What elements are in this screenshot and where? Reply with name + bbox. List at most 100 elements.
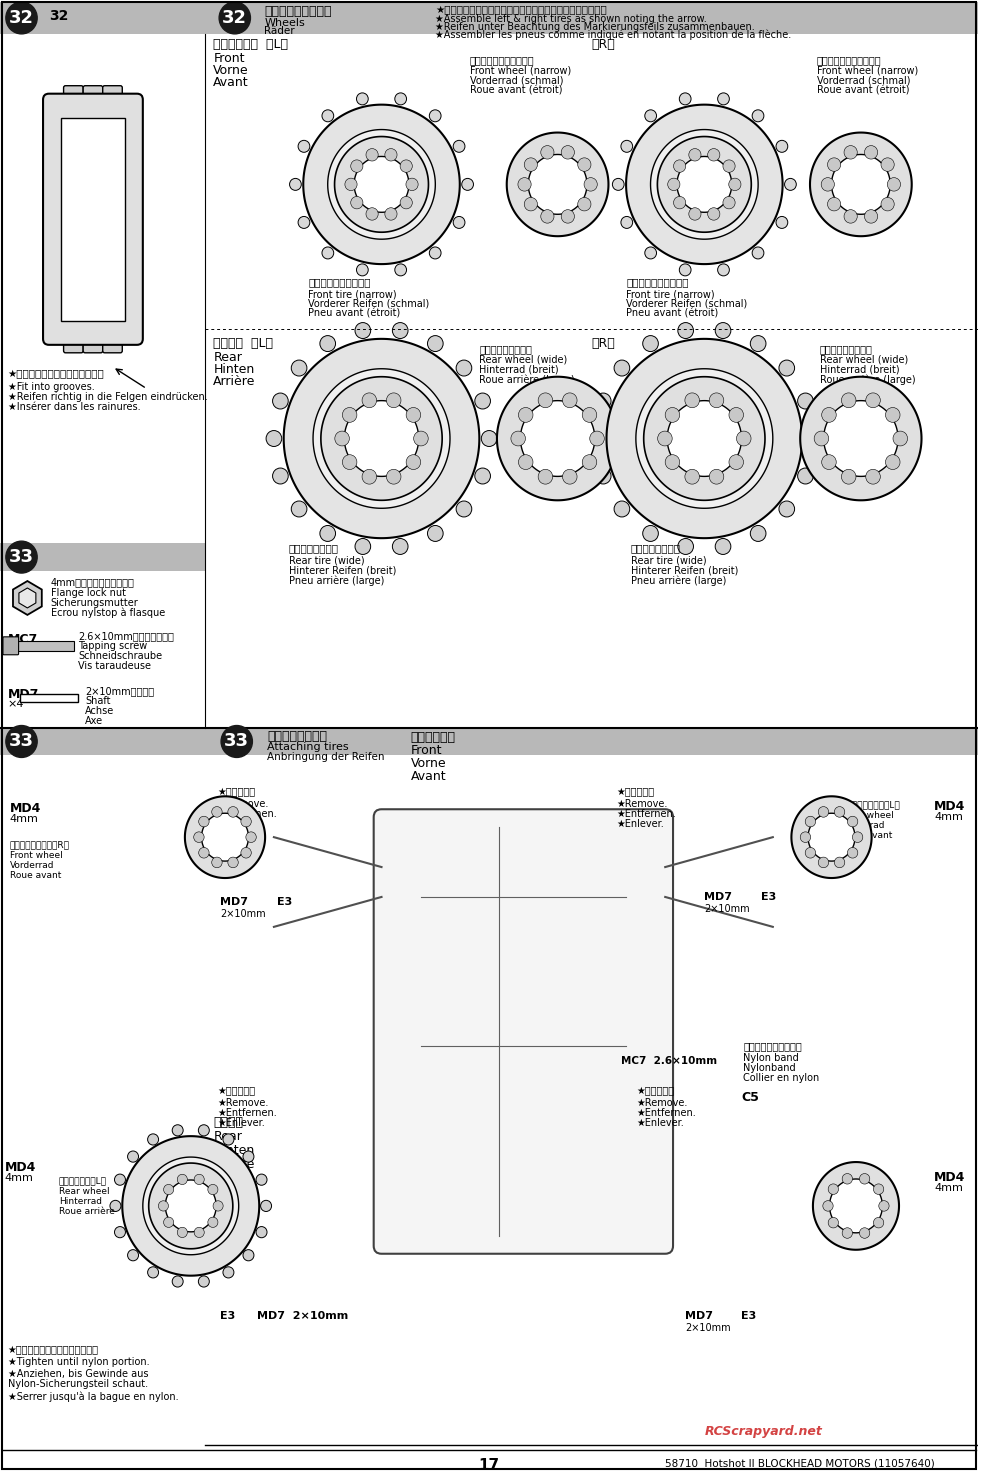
Polygon shape — [313, 369, 450, 508]
Circle shape — [475, 393, 490, 409]
Text: 《R》: 《R》 — [592, 38, 616, 50]
Polygon shape — [344, 400, 419, 477]
Circle shape — [538, 393, 553, 407]
Circle shape — [266, 431, 282, 446]
Text: フロントホイール《R》: フロントホイール《R》 — [10, 840, 70, 849]
Polygon shape — [657, 137, 751, 232]
Text: Roue arrière (large): Roue arrière (large) — [479, 375, 575, 385]
Text: Rear tire (wide): Rear tire (wide) — [631, 555, 707, 565]
Circle shape — [842, 1173, 852, 1184]
Polygon shape — [830, 1179, 882, 1232]
Polygon shape — [321, 376, 442, 500]
Text: MD4: MD4 — [5, 1162, 36, 1173]
Text: ★Remove.: ★Remove. — [217, 1098, 269, 1108]
Circle shape — [429, 109, 441, 123]
Text: E3: E3 — [761, 892, 776, 902]
Circle shape — [541, 210, 554, 223]
Text: ★取り外す。: ★取り外す。 — [217, 1086, 255, 1097]
Text: Roue avant (étroit): Roue avant (étroit) — [470, 86, 562, 96]
Text: Front wheel: Front wheel — [10, 852, 63, 861]
Circle shape — [243, 1250, 254, 1261]
Circle shape — [298, 140, 310, 152]
Text: Roue arrière: Roue arrière — [59, 1207, 115, 1216]
Text: 《R》: 《R》 — [592, 337, 616, 350]
Text: ★Enlever.: ★Enlever. — [616, 819, 664, 830]
Circle shape — [827, 158, 841, 171]
Circle shape — [584, 177, 597, 190]
Circle shape — [866, 393, 880, 407]
Polygon shape — [284, 339, 479, 539]
Text: Arrière: Arrière — [213, 375, 256, 388]
Text: Collier en nylon: Collier en nylon — [743, 1073, 820, 1083]
Circle shape — [785, 179, 796, 190]
Text: Rear wheel (wide): Rear wheel (wide) — [820, 354, 908, 365]
Text: Front: Front — [213, 52, 245, 65]
Circle shape — [818, 858, 829, 868]
Circle shape — [561, 146, 574, 159]
Circle shape — [6, 542, 37, 573]
Text: リヤホイール（太）: リヤホイール（太） — [820, 344, 873, 354]
Text: Hinten: Hinten — [213, 363, 255, 376]
Circle shape — [223, 1134, 234, 1145]
Text: フロントホイール（細）: フロントホイール（細） — [470, 55, 534, 65]
Circle shape — [612, 179, 624, 190]
Polygon shape — [528, 155, 587, 214]
Circle shape — [679, 264, 691, 276]
Text: MD7: MD7 — [220, 897, 248, 906]
Circle shape — [228, 806, 238, 818]
Text: Ecrou nylstop à flasque: Ecrou nylstop à flasque — [51, 608, 165, 618]
Circle shape — [322, 246, 334, 258]
Text: Front: Front — [411, 744, 442, 757]
Circle shape — [427, 525, 443, 542]
Circle shape — [518, 177, 531, 190]
Circle shape — [199, 847, 209, 858]
Text: Rear tire (wide): Rear tire (wide) — [289, 555, 364, 565]
Text: Rear: Rear — [213, 1131, 242, 1144]
Text: ×4: ×4 — [8, 698, 24, 708]
Circle shape — [223, 1266, 234, 1278]
Circle shape — [723, 159, 735, 173]
Circle shape — [822, 455, 836, 469]
Circle shape — [366, 208, 378, 220]
Circle shape — [335, 431, 349, 446]
Circle shape — [679, 93, 691, 105]
Bar — [8, 641, 74, 651]
Circle shape — [614, 360, 630, 376]
Circle shape — [834, 858, 845, 868]
Circle shape — [776, 217, 788, 229]
Circle shape — [427, 335, 443, 351]
Circle shape — [386, 469, 401, 484]
Text: 2×10mm: 2×10mm — [685, 1322, 730, 1333]
Circle shape — [541, 146, 554, 159]
Circle shape — [750, 335, 766, 351]
Circle shape — [685, 469, 699, 484]
Circle shape — [395, 264, 407, 276]
Circle shape — [456, 500, 472, 517]
Text: ★Enlever.: ★Enlever. — [217, 819, 265, 830]
Polygon shape — [328, 130, 435, 239]
Circle shape — [273, 468, 288, 484]
Text: Front tire (narrow): Front tire (narrow) — [308, 289, 397, 300]
Text: ホイールの組み立て: ホイールの組み立て — [264, 4, 332, 18]
Circle shape — [685, 393, 699, 407]
Circle shape — [114, 1227, 125, 1238]
Circle shape — [362, 393, 377, 407]
Text: ★Fit into grooves.: ★Fit into grooves. — [8, 382, 95, 391]
Circle shape — [462, 179, 473, 190]
Circle shape — [212, 858, 222, 868]
Circle shape — [798, 468, 813, 484]
Circle shape — [804, 431, 820, 446]
Circle shape — [643, 335, 658, 351]
Text: フロントタイヤ（細）: フロントタイヤ（細） — [308, 277, 371, 286]
Circle shape — [241, 816, 251, 827]
Text: Vis taraudeuse: Vis taraudeuse — [78, 661, 151, 670]
Circle shape — [674, 196, 686, 210]
Text: MD7  2×10mm: MD7 2×10mm — [257, 1311, 349, 1321]
Polygon shape — [185, 796, 265, 878]
Circle shape — [194, 1175, 204, 1185]
Circle shape — [241, 847, 251, 858]
Circle shape — [194, 832, 204, 843]
Circle shape — [561, 210, 574, 223]
FancyBboxPatch shape — [83, 86, 103, 102]
Text: MC7  2.6×10mm: MC7 2.6×10mm — [621, 1057, 717, 1067]
